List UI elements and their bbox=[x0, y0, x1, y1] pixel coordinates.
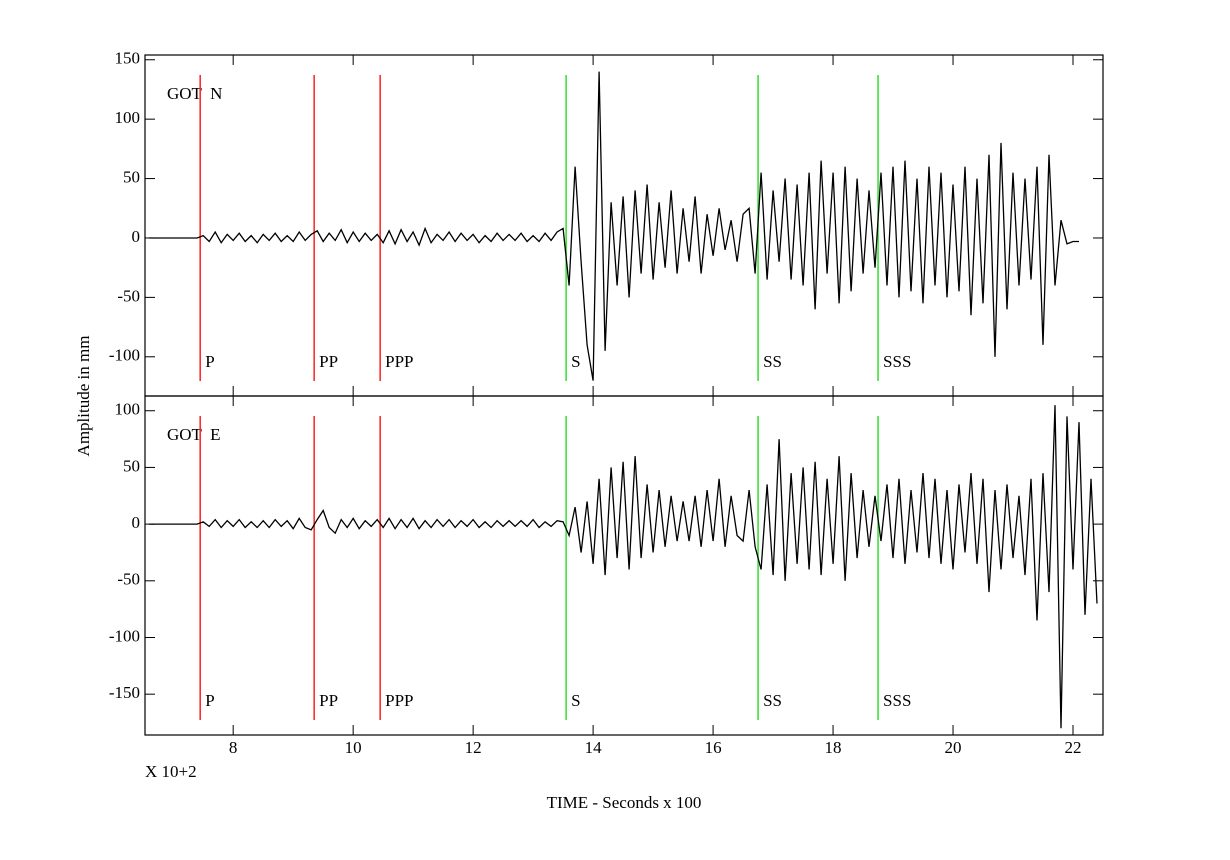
phase-label: SS bbox=[763, 352, 782, 371]
y-tick-label: -50 bbox=[117, 570, 140, 589]
phase-label: P bbox=[205, 691, 214, 710]
x-tick-label: 20 bbox=[945, 738, 962, 757]
y-tick-label: -150 bbox=[109, 683, 140, 702]
phase-label: S bbox=[571, 352, 580, 371]
y-tick-label: -100 bbox=[109, 346, 140, 365]
y-tick-label: 0 bbox=[132, 227, 141, 246]
x-tick-label: 8 bbox=[229, 738, 238, 757]
x-tick-label: 22 bbox=[1065, 738, 1082, 757]
x-axis-label: TIME - Seconds x 100 bbox=[547, 793, 702, 812]
y-tick-label: -50 bbox=[117, 286, 140, 305]
waveform bbox=[149, 405, 1098, 729]
x-tick-label: 16 bbox=[705, 738, 722, 757]
y-tick-label: 100 bbox=[115, 400, 141, 419]
y-tick-label: 150 bbox=[115, 49, 141, 68]
x-multiplier: X 10+2 bbox=[145, 762, 197, 781]
phase-label: SS bbox=[763, 691, 782, 710]
y-tick-label: 100 bbox=[115, 108, 141, 127]
y-tick-label: 0 bbox=[132, 513, 141, 532]
phase-label: PP bbox=[319, 352, 338, 371]
phase-label: PPP bbox=[385, 352, 413, 371]
phase-label: S bbox=[571, 691, 580, 710]
plot-frame bbox=[144, 395, 1104, 736]
phase-label: SSS bbox=[883, 352, 911, 371]
x-tick-label: 14 bbox=[585, 738, 603, 757]
waveform bbox=[149, 71, 1079, 381]
plot-frame bbox=[144, 54, 1104, 397]
panel-title: GOT E bbox=[167, 425, 221, 444]
x-tick-label: 10 bbox=[345, 738, 362, 757]
phase-label: PP bbox=[319, 691, 338, 710]
y-tick-label: 50 bbox=[123, 167, 140, 186]
y-tick-label: 50 bbox=[123, 456, 140, 475]
y-tick-label: -100 bbox=[109, 626, 140, 645]
phase-label: PPP bbox=[385, 691, 413, 710]
x-tick-label: 18 bbox=[825, 738, 842, 757]
panel-title: GOT N bbox=[167, 84, 222, 103]
y-axis-label: Amplitude in mm bbox=[74, 336, 93, 457]
phase-label: SSS bbox=[883, 691, 911, 710]
phase-label: P bbox=[205, 352, 214, 371]
x-tick-label: 12 bbox=[465, 738, 482, 757]
